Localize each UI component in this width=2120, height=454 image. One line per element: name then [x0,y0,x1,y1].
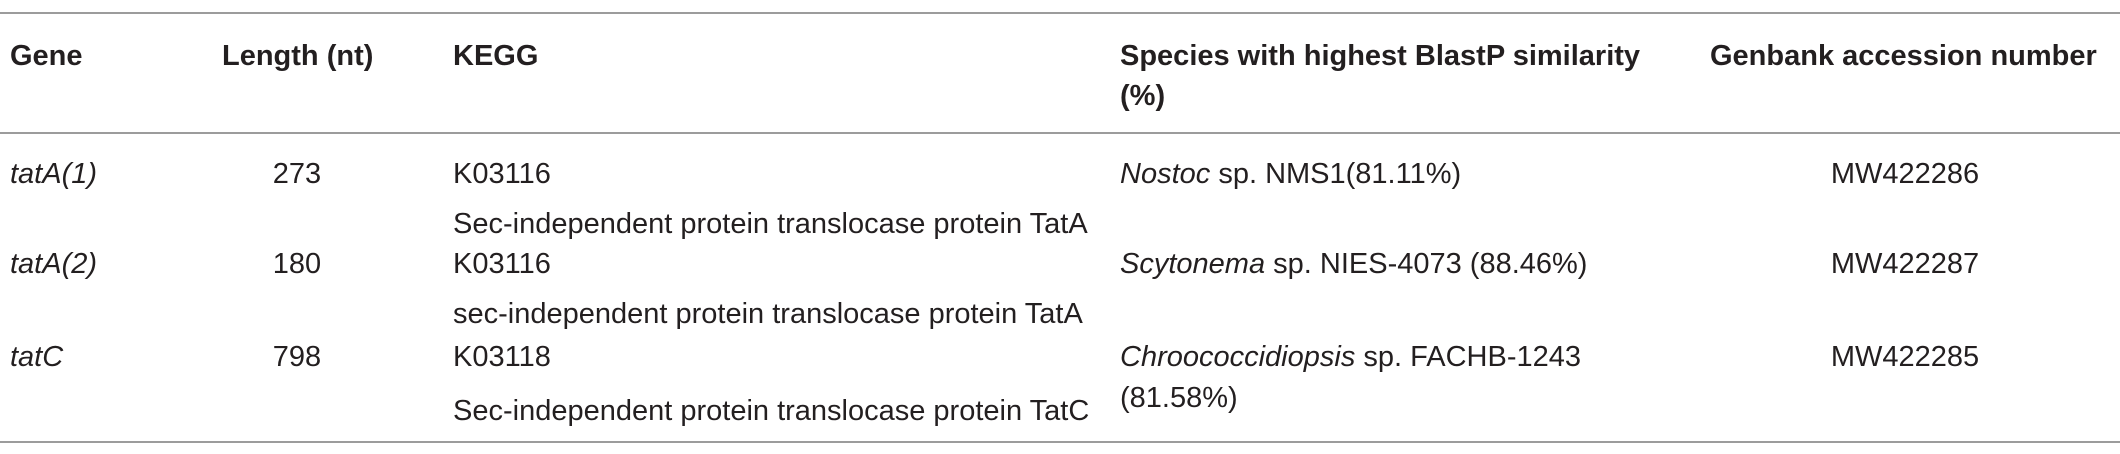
gene-length: 180 [272,248,322,280]
header-bottom-rule [0,132,2120,134]
header-length: Length (nt) [222,40,374,72]
gene-length: 798 [272,341,322,373]
table-top-rule [0,12,2120,14]
genbank-accession: MW422285 [1830,341,1980,373]
kegg-id: K03116 [453,248,551,280]
kegg-description: Sec-independent protein translocase prot… [453,395,1090,427]
species-similarity: Scytonema sp. NIES-4073 (88.46%) [1120,244,1587,284]
header-kegg: KEGG [453,40,539,72]
header-species-line1: Species with highest BlastP similarity [1120,40,1641,72]
species-detail: sp. FACHB-1243 [1355,341,1581,373]
kegg-id: K03116 [453,158,551,190]
header-species-line2: (%) [1120,80,1166,112]
species-detail: sp. NMS1(81.11%) [1210,158,1462,190]
species-similarity-line2: (81.58%) [1120,382,1238,414]
gene-name: tatA(2) [10,248,98,280]
genbank-accession: MW422286 [1830,158,1980,190]
species-genus: Nostoc [1120,158,1211,190]
genbank-accession: MW422287 [1830,248,1980,280]
kegg-description: sec-independent protein translocase prot… [453,298,1083,330]
species-similarity: Nostoc sp. NMS1(81.11%) [1120,154,1461,194]
species-detail: sp. NIES-4073 (88.46%) [1265,248,1588,280]
header-gene: Gene [10,40,83,72]
table-bottom-rule [0,441,2120,443]
gene-name: tatA(1) [10,158,98,190]
species-similarity: Chroococcidiopsis sp. FACHB-1243 [1120,337,1581,377]
species-genus: Chroococcidiopsis [1120,341,1356,373]
species-genus: Scytonema [1120,248,1266,280]
kegg-description: Sec-independent protein translocase prot… [453,208,1088,240]
gene-length: 273 [272,158,322,190]
kegg-id: K03118 [453,341,551,373]
header-genbank: Genbank accession number [1710,40,2097,72]
gene-name: tatC [10,341,64,373]
